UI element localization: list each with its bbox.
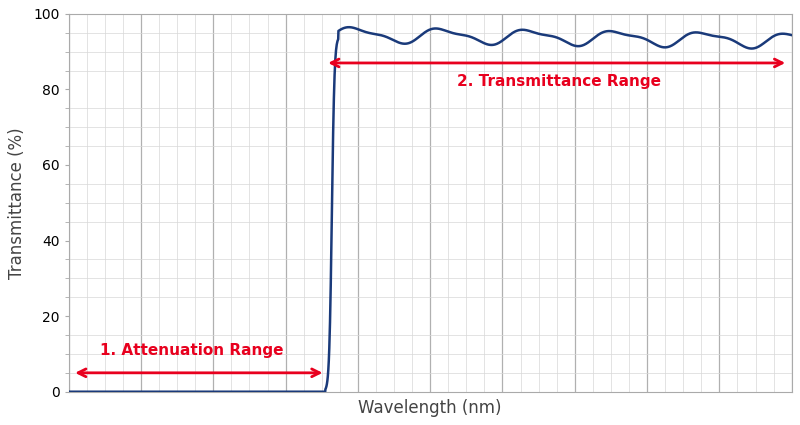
- Text: 1. Attenuation Range: 1. Attenuation Range: [100, 343, 284, 358]
- Y-axis label: Transmittance (%): Transmittance (%): [8, 127, 26, 279]
- Text: 2. Transmittance Range: 2. Transmittance Range: [457, 74, 661, 89]
- X-axis label: Wavelength (nm): Wavelength (nm): [358, 399, 502, 416]
